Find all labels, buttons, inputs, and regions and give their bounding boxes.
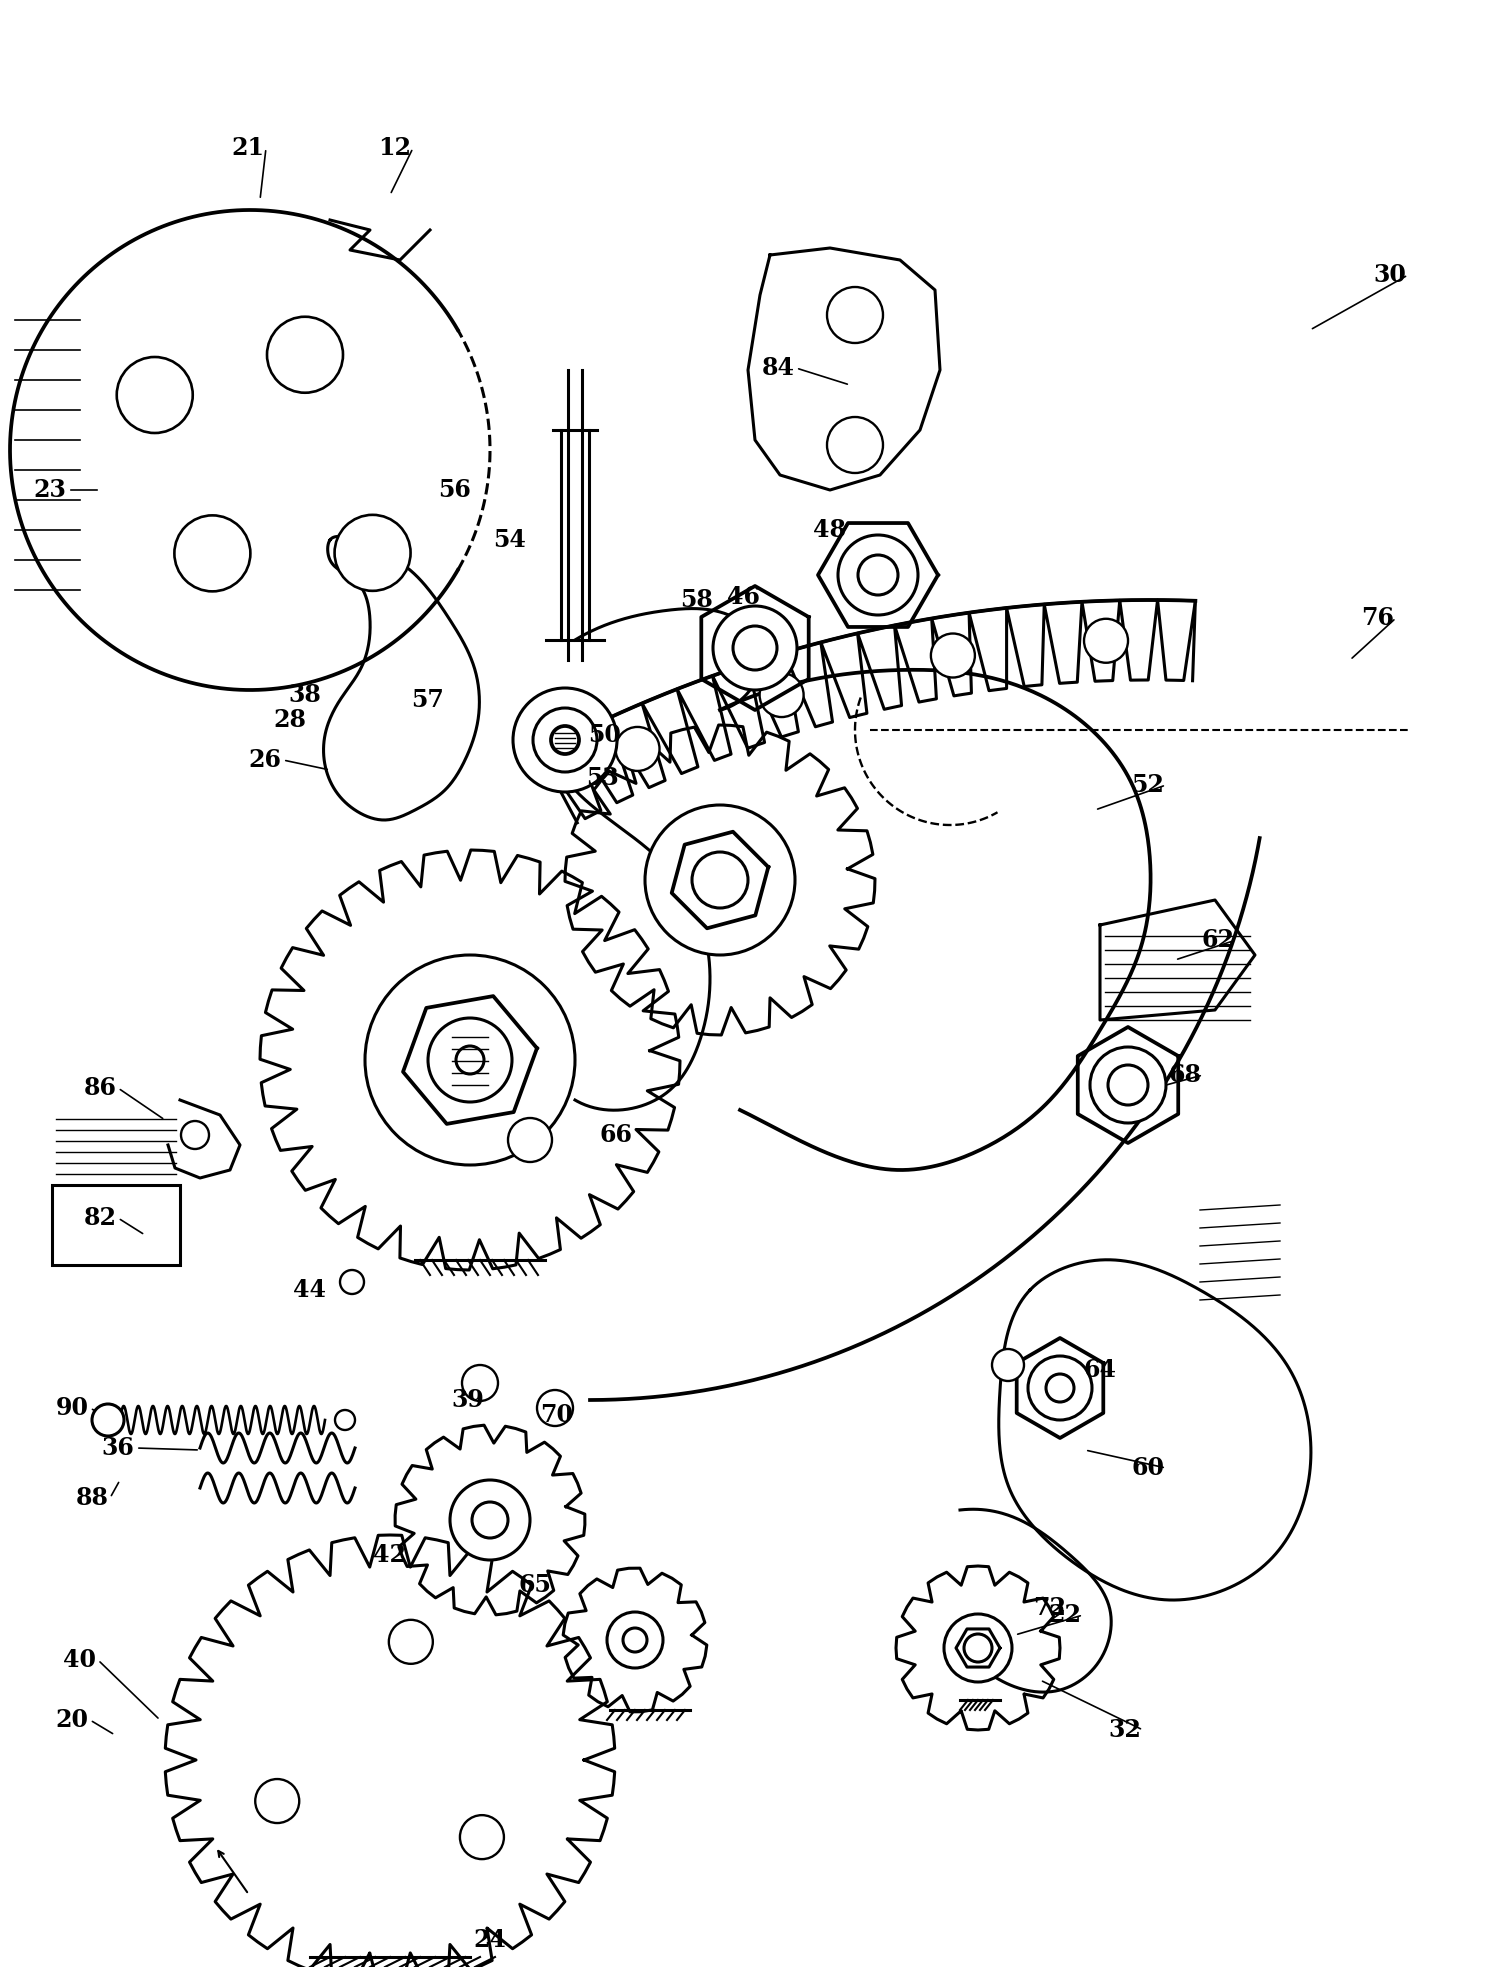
Polygon shape	[565, 726, 874, 1035]
Circle shape	[827, 287, 883, 342]
Circle shape	[334, 515, 410, 590]
Circle shape	[267, 317, 343, 393]
Circle shape	[340, 1271, 364, 1294]
Text: 68: 68	[1168, 1062, 1201, 1088]
Text: 66: 66	[600, 1123, 633, 1147]
Text: 26: 26	[249, 747, 282, 771]
Text: 54: 54	[494, 527, 527, 553]
Text: 39: 39	[452, 1389, 485, 1412]
Text: 88: 88	[76, 1485, 109, 1511]
Text: 30: 30	[1374, 264, 1407, 287]
Text: 70: 70	[540, 1402, 573, 1426]
Circle shape	[451, 1479, 530, 1560]
Text: 48: 48	[813, 517, 846, 543]
Circle shape	[1109, 1064, 1147, 1105]
Circle shape	[692, 852, 747, 909]
Text: 42: 42	[373, 1542, 406, 1568]
Text: 21: 21	[231, 136, 264, 159]
Text: 38: 38	[288, 683, 321, 706]
Text: 23: 23	[33, 478, 67, 502]
Polygon shape	[260, 850, 680, 1271]
Text: 57: 57	[412, 688, 445, 712]
Circle shape	[1085, 620, 1128, 663]
Polygon shape	[747, 248, 940, 490]
Circle shape	[607, 1613, 662, 1668]
Text: 56: 56	[439, 478, 471, 502]
Text: 64: 64	[1083, 1357, 1116, 1383]
Circle shape	[175, 515, 251, 592]
Circle shape	[645, 805, 795, 956]
Text: 12: 12	[379, 136, 412, 159]
Circle shape	[551, 726, 579, 753]
Polygon shape	[897, 1566, 1059, 1731]
Text: 58: 58	[680, 588, 713, 612]
Text: 22: 22	[1049, 1603, 1082, 1627]
Circle shape	[537, 1391, 573, 1426]
Circle shape	[931, 633, 974, 677]
Text: 46: 46	[727, 584, 759, 610]
Circle shape	[533, 708, 597, 771]
Polygon shape	[166, 1534, 615, 1967]
Circle shape	[1091, 1046, 1167, 1123]
Text: 20: 20	[55, 1707, 88, 1733]
Text: 32: 32	[1109, 1717, 1141, 1743]
Circle shape	[944, 1615, 1012, 1682]
Circle shape	[616, 728, 659, 771]
Circle shape	[992, 1349, 1024, 1381]
Text: 84: 84	[761, 356, 795, 380]
Circle shape	[116, 356, 192, 433]
Text: 24: 24	[473, 1928, 506, 1951]
Circle shape	[1046, 1375, 1074, 1402]
Text: 50: 50	[588, 724, 622, 747]
Text: 28: 28	[273, 708, 306, 732]
Text: 40: 40	[64, 1648, 97, 1672]
Text: 53: 53	[586, 765, 619, 791]
Text: 72: 72	[1034, 1595, 1067, 1621]
Circle shape	[1028, 1355, 1092, 1420]
Circle shape	[93, 1404, 124, 1436]
Circle shape	[759, 673, 804, 718]
Text: 76: 76	[1362, 606, 1395, 629]
Circle shape	[471, 1503, 507, 1538]
Circle shape	[827, 417, 883, 472]
Circle shape	[457, 1046, 483, 1074]
Circle shape	[389, 1619, 433, 1664]
Circle shape	[428, 1019, 512, 1102]
Circle shape	[255, 1778, 300, 1823]
Circle shape	[964, 1635, 992, 1662]
Circle shape	[733, 626, 777, 671]
Circle shape	[513, 688, 618, 793]
Circle shape	[336, 1410, 355, 1430]
FancyBboxPatch shape	[52, 1184, 181, 1265]
Text: 86: 86	[84, 1076, 116, 1100]
Circle shape	[460, 1816, 504, 1859]
Circle shape	[713, 606, 797, 690]
Text: 36: 36	[101, 1436, 134, 1460]
Text: 65: 65	[519, 1574, 552, 1597]
Text: 44: 44	[294, 1279, 327, 1302]
Circle shape	[624, 1629, 648, 1652]
Circle shape	[507, 1117, 552, 1162]
Text: 82: 82	[84, 1206, 116, 1229]
Text: 90: 90	[55, 1397, 88, 1420]
Polygon shape	[395, 1426, 585, 1615]
Polygon shape	[562, 1568, 707, 1711]
Text: 62: 62	[1201, 928, 1234, 952]
Circle shape	[839, 535, 918, 616]
Text: 60: 60	[1131, 1456, 1164, 1479]
Circle shape	[463, 1365, 498, 1401]
Circle shape	[858, 555, 898, 594]
Text: 52: 52	[1131, 773, 1164, 797]
Circle shape	[366, 956, 574, 1164]
Circle shape	[181, 1121, 209, 1149]
